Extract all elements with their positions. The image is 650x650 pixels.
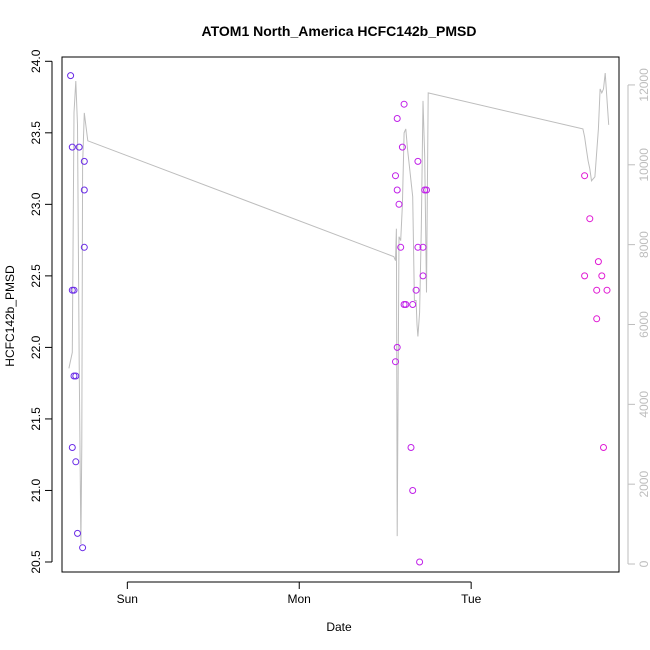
data-point-15: [392, 172, 399, 180]
data-point-6: [72, 372, 80, 380]
data-point-17: [393, 186, 401, 194]
data-point-24: [402, 301, 410, 308]
data-point-18: [393, 343, 401, 351]
data-point-12: [80, 186, 88, 194]
data-point-27: [409, 301, 417, 308]
y-tick-label: 23.0: [29, 192, 43, 216]
data-point-8: [74, 529, 81, 537]
y-axis-left: 20.5 21.0 21.5 22.0 22.5 23.0 23.5 24.0: [29, 49, 53, 574]
data-point-37: [581, 272, 589, 280]
data-point-26: [409, 487, 417, 494]
y2-tick-label: 6000: [637, 311, 650, 338]
data-point-30: [414, 157, 422, 165]
data-point-14: [392, 358, 399, 366]
data-point-16: [393, 115, 401, 122]
data-point-19: [395, 200, 403, 208]
y2-tick-label: 10000: [637, 148, 650, 182]
y-tick-label: 23.5: [29, 121, 43, 145]
data-point-29: [414, 243, 422, 251]
scatter-points: [67, 72, 611, 566]
x-axis-label: Date: [326, 620, 352, 634]
x-tick-label: Sun: [117, 592, 138, 606]
data-point-39: [593, 315, 601, 323]
x-axis: Sun Mon Tue: [117, 581, 482, 606]
series-line-path: [68, 72, 610, 545]
data-point-20: [397, 243, 405, 251]
data-point-4: [68, 444, 76, 451]
data-point-3: [70, 286, 78, 294]
y-tick-label: 22.0: [29, 335, 43, 359]
y-axis-right: 0 2000 4000 6000 8000 10000 12000: [627, 68, 650, 567]
y-tick-label: 22.5: [29, 264, 43, 288]
y2-tick-label: 2000: [637, 471, 650, 498]
data-point-41: [594, 258, 602, 266]
data-point-32: [419, 272, 427, 280]
data-point-33: [419, 243, 427, 251]
y-axis-label: HCFC142b_PMSD: [3, 265, 17, 367]
data-point-1: [68, 143, 76, 151]
data-point-42: [598, 272, 606, 280]
data-point-36: [581, 172, 589, 180]
data-point-38: [586, 215, 594, 223]
y2-tick-label: 4000: [637, 391, 650, 418]
data-point-11: [80, 157, 88, 165]
data-point-40: [593, 286, 601, 294]
y2-tick-label: 0: [637, 560, 650, 567]
data-point-31: [416, 558, 424, 566]
y2-tick-label: 12000: [637, 68, 650, 102]
data-point-25: [407, 444, 415, 451]
x-tick-label: Mon: [288, 592, 311, 606]
x-tick-label: Tue: [461, 592, 482, 606]
chart-title: ATOM1 North_America HCFC142b_PMSD: [202, 23, 477, 39]
data-point-7: [72, 458, 80, 466]
data-point-28: [412, 286, 420, 294]
y-tick-label: 20.5: [29, 550, 43, 574]
data-point-22: [400, 100, 408, 108]
data-point-44: [603, 286, 611, 294]
data-point-43: [600, 444, 607, 451]
data-point-35: [423, 186, 430, 194]
y-tick-label: 21.0: [29, 478, 43, 502]
data-point-13: [80, 243, 88, 251]
y-tick-label: 21.5: [29, 407, 43, 431]
plot-frame: [61, 56, 620, 573]
data-point-10: [79, 544, 87, 552]
y-tick-label: 24.0: [29, 49, 43, 73]
data-point-0: [67, 72, 75, 80]
data-point-21: [398, 143, 406, 151]
data-point-9: [75, 143, 83, 151]
y2-tick-label: 8000: [637, 231, 650, 258]
series-line: [68, 72, 610, 545]
